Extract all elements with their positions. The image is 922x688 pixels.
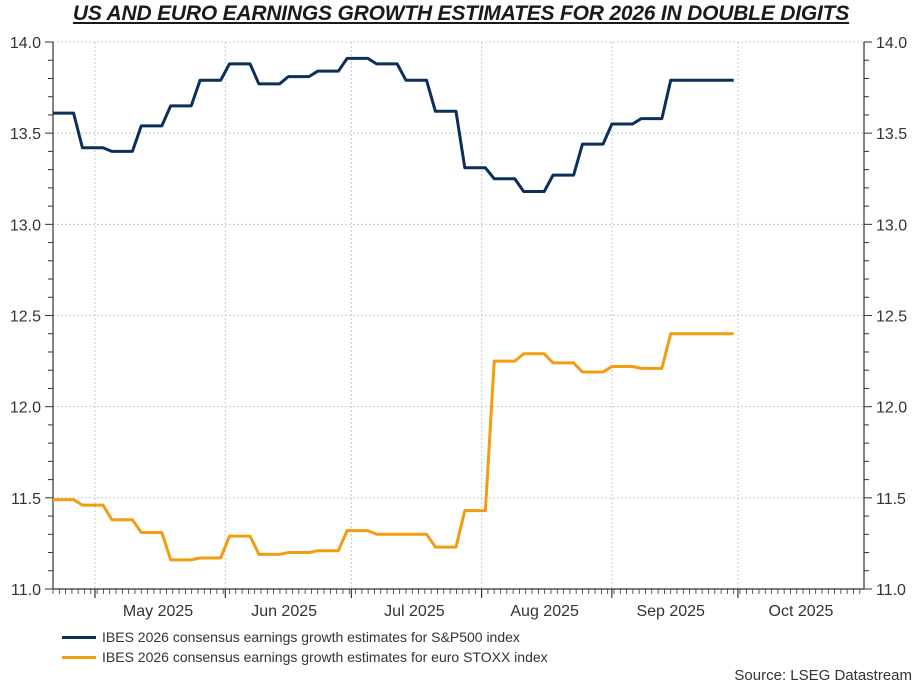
y-tick-label-left: 12.5 [10,309,41,326]
y-tick-label-left: 13.5 [10,126,41,143]
y-tick-label-right: 13.0 [876,217,907,234]
x-tick-label: May 2025 [123,603,193,620]
legend-swatch-stoxx [62,655,96,659]
legend-swatch-sp500 [62,635,96,639]
y-tick-label-right: 12.0 [876,400,907,417]
y-tick-label-left: 13.0 [10,217,41,234]
x-tick-label: Jun 2025 [251,603,317,620]
x-tick-label: Jul 2025 [384,603,445,620]
y-tick-label-left: 11.0 [11,582,41,599]
x-tick-label: Sep 2025 [636,603,705,620]
legend-item-stoxx: IBES 2026 consensus earnings growth esti… [62,647,548,667]
y-tick-label-left: 14.0 [10,35,41,52]
y-tick-label-right: 11.0 [876,582,906,599]
y-tick-label-right: 14.0 [876,35,907,52]
y-tick-label-left: 11.5 [11,491,41,508]
x-tick-label: Aug 2025 [510,603,579,620]
source-note: Source: LSEG Datastream [734,667,912,684]
y-tick-label-right: 13.5 [876,126,907,143]
legend-item-sp500: IBES 2026 consensus earnings growth esti… [62,627,548,647]
series-line-sp500 [53,56,734,194]
series-line-stoxx [53,332,734,562]
y-tick-label-right: 12.5 [876,309,907,326]
legend-label-sp500: IBES 2026 consensus earnings growth esti… [102,629,520,645]
legend-label-stoxx: IBES 2026 consensus earnings growth esti… [102,649,548,665]
y-tick-label-left: 12.0 [10,400,41,417]
y-tick-label-right: 11.5 [876,491,906,508]
legend: IBES 2026 consensus earnings growth esti… [62,627,548,667]
x-tick-label: Oct 2025 [769,603,834,620]
chart-title: US AND EURO EARNINGS GROWTH ESTIMATES FO… [72,2,850,25]
